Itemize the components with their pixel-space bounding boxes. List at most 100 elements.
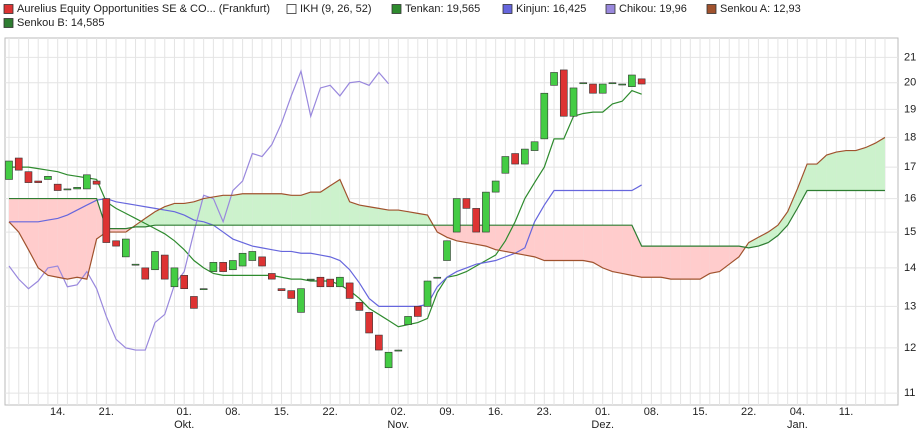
candle [258,256,266,267]
cloud [18,198,29,250]
cloud [67,198,78,280]
candle [491,180,500,193]
candle [73,187,81,190]
y-tick-label: 12 [904,342,916,354]
candle [267,273,276,280]
candle [219,262,227,272]
cloud [417,213,428,226]
candle [345,282,354,299]
candle [433,276,442,279]
y-tick-label: 20 [904,77,916,89]
x-tick-label: 02. Nov. [387,406,409,431]
cloud [252,193,263,226]
cloud [47,198,58,278]
candle [628,74,636,87]
cloud [622,225,632,276]
cloud [28,198,39,268]
cloud [748,237,759,248]
x-tick-label: 04. Jan. [787,406,808,431]
candle [540,92,549,140]
legend-label: Kinjun: 16,425 [516,3,586,15]
cloud [232,193,243,226]
x-tick-label: 15. [692,406,707,418]
cloud [651,246,662,278]
candle [151,251,159,271]
candle [53,183,62,191]
cloud [116,228,126,233]
candle [637,78,646,85]
candle [618,83,626,86]
candle [24,171,33,183]
candle [141,267,150,280]
cloud [164,203,175,226]
candle [452,198,461,233]
legend-label: Senkou A: 12,93 [720,3,801,15]
indicator-line [9,189,885,249]
cloud [369,206,379,226]
candle [34,180,42,183]
y-tick-label: 21 [904,51,916,63]
cloud [388,210,399,226]
y-tick-label: 16 [904,192,916,204]
cloud [174,203,185,226]
cloud [807,164,817,191]
cloud [777,211,788,236]
cloud [515,225,525,256]
legend-swatch [502,4,513,14]
legend-label: Chikou: 19,96 [619,3,687,15]
legend-swatch [286,4,297,14]
candle [443,240,451,261]
cloud [680,246,691,280]
x-tick-label: 09. [439,406,454,418]
cloud [661,246,671,280]
indicator-line [8,69,390,351]
x-tick-label: 15. [274,406,289,418]
candle [92,180,101,185]
cloud [281,193,292,226]
candle [404,316,412,325]
candle [472,208,480,233]
cloud [262,193,272,226]
candle [102,198,111,243]
indicator-line [9,89,642,328]
candle [384,351,393,369]
candle [598,83,607,94]
legend-swatch [3,18,14,28]
cloud [602,225,613,272]
cloud [554,225,564,261]
x-tick-label: 01. Okt. [174,406,194,431]
x-tick-label: 01. Dez. [591,406,614,431]
cloud [339,179,350,226]
candle [131,263,140,266]
candle [209,262,218,272]
cloud [612,225,623,274]
cloud [524,225,535,257]
candle [375,334,383,351]
candle [413,306,422,317]
x-tick-label: 23. [537,406,552,418]
cloud [758,232,769,247]
candle [579,82,588,85]
legend-label: IKH (9, 26, 52) [300,3,372,15]
cloud [223,195,233,226]
cloud [154,206,165,226]
cloud [670,246,681,280]
candle [355,302,364,311]
candle [394,349,403,352]
x-tick-label: 14. [50,406,65,418]
cloud [583,225,593,263]
candle [589,83,597,94]
cloud [855,147,866,191]
cloud [631,225,642,278]
cloud [690,246,701,280]
candle [63,188,72,191]
y-tick-label: 18 [904,131,916,143]
cloud [729,246,739,265]
candle [306,278,315,281]
y-tick-label: 17 [904,161,916,173]
candle [423,280,432,307]
y-tick-label: 14 [904,262,916,274]
x-tick-label: 16. [488,406,503,418]
legend-swatch [605,4,616,14]
